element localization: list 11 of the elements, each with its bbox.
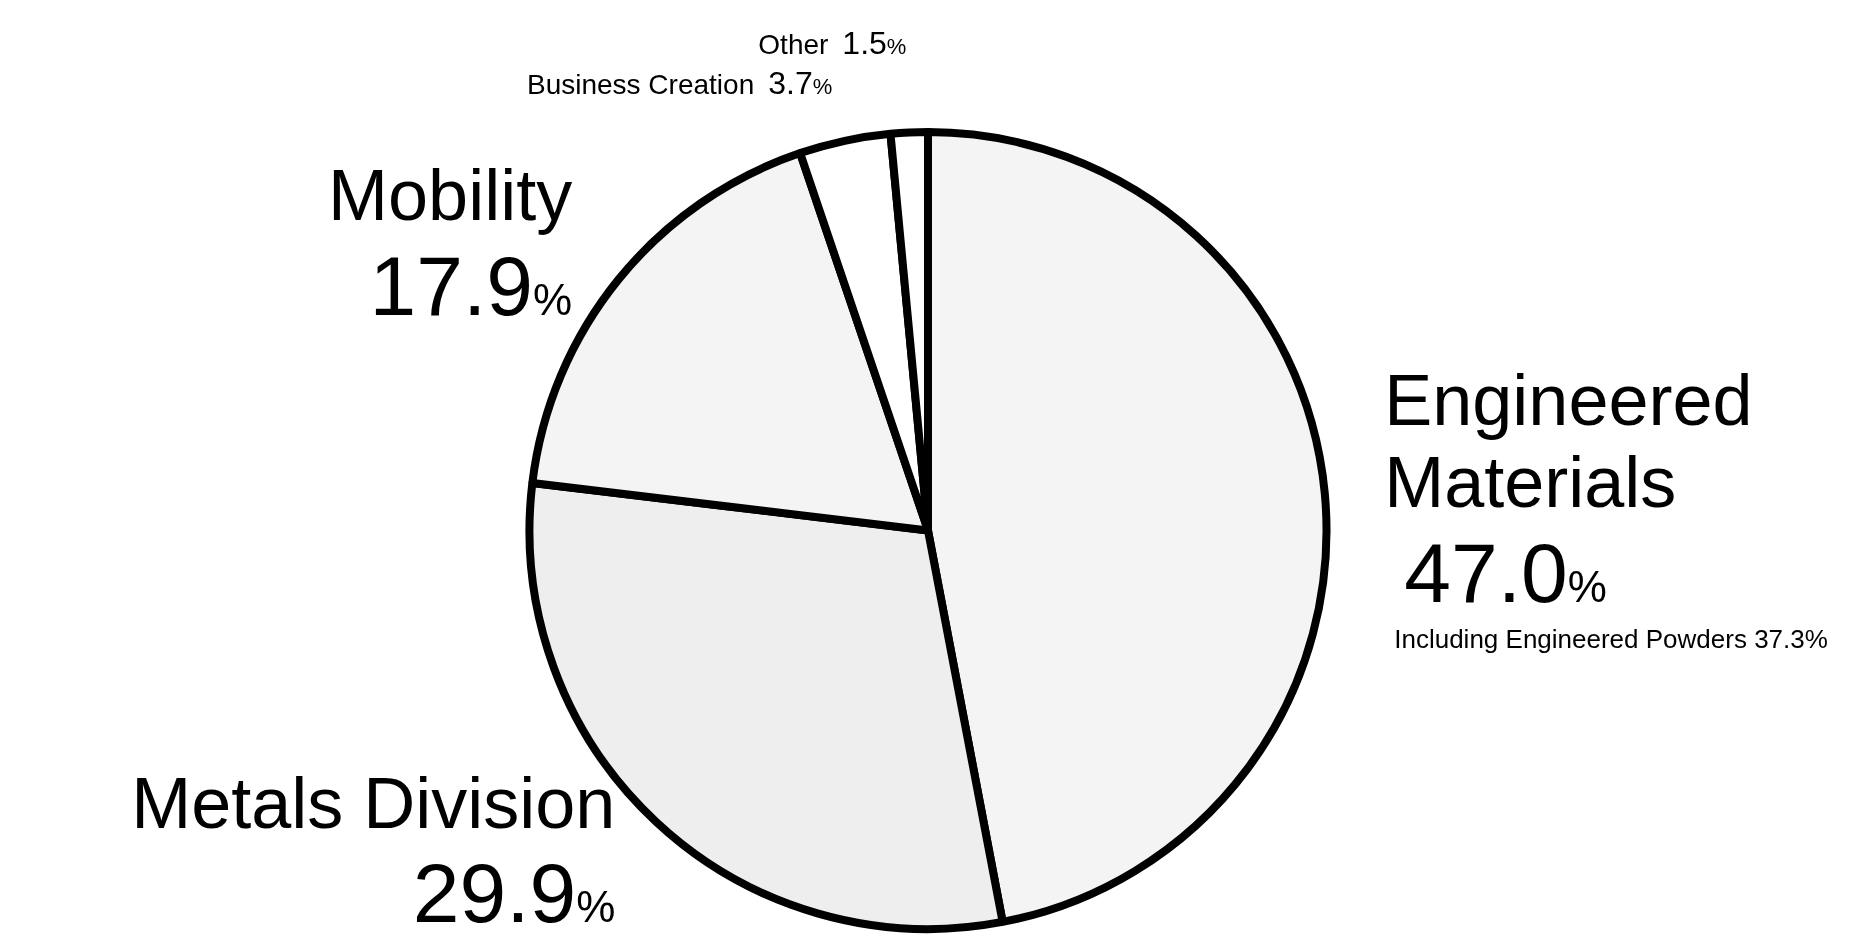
data-label: 29.9% — [412, 846, 616, 941]
data-label: 47.0% — [1404, 525, 1607, 620]
slice-label: Engineered Materials — [1384, 359, 1753, 523]
slice-label: Business Creation — [526, 69, 755, 101]
data-label: 1.5% — [842, 24, 907, 61]
data-label: 3.7% — [768, 65, 833, 102]
slice-label: Other — [758, 28, 829, 60]
slice-label: Metals Division — [131, 763, 616, 843]
text: Including Engineered Powders 37.3% — [1394, 624, 1828, 655]
slice-label: Mobility — [328, 155, 573, 236]
data-label: 17.9% — [369, 238, 573, 333]
